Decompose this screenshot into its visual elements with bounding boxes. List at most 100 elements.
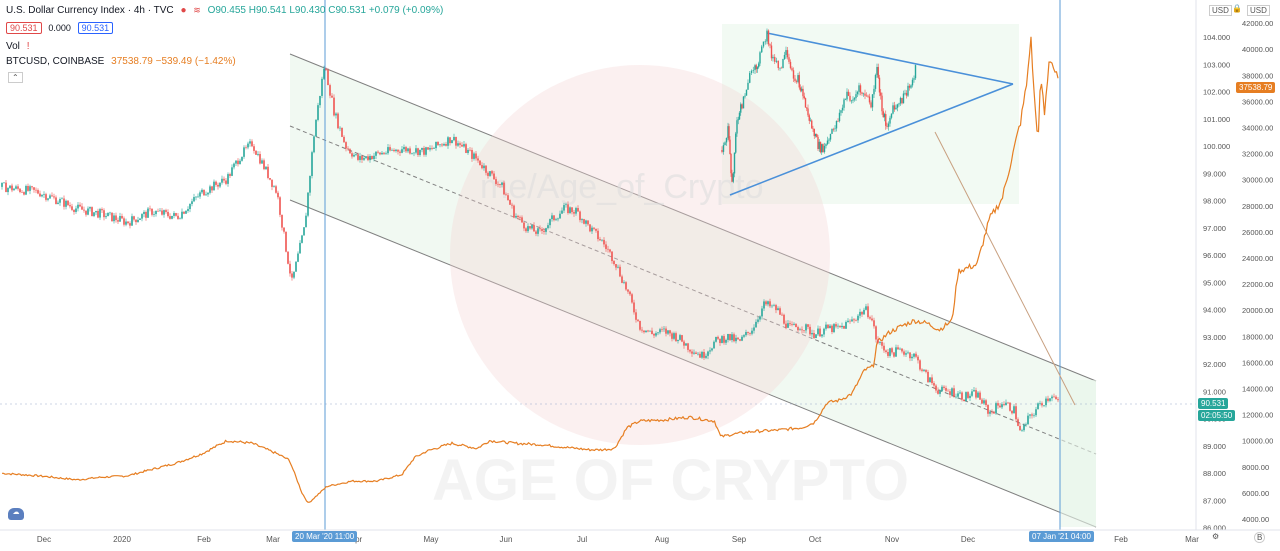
dxy-zoom-candle	[766, 28, 768, 45]
cloud-icon[interactable]: ☁	[8, 508, 24, 520]
dxy-candle	[1051, 394, 1053, 402]
dxy-zoom-candle	[737, 116, 739, 125]
dxy-zoom-candle	[783, 51, 786, 61]
dxy-candle	[337, 112, 339, 130]
dxy-candle	[29, 184, 31, 195]
dxy-candle	[817, 325, 819, 337]
dxy-candle	[777, 306, 779, 311]
bid-box[interactable]: 90.531	[6, 22, 42, 34]
dxy-candle	[187, 206, 189, 213]
dxy-candle	[535, 230, 537, 237]
dxy-candle	[569, 206, 571, 215]
dxy-candle	[513, 204, 515, 219]
dxy-candle	[215, 180, 217, 187]
dxy-candle	[443, 142, 445, 147]
lock-icon[interactable]: 🔒	[1232, 4, 1242, 13]
dxy-zoom-candle	[896, 103, 899, 112]
dxy-candle	[143, 210, 145, 218]
dxy-candle	[801, 326, 803, 334]
dxy-tick-label: 86.000	[1203, 524, 1226, 533]
dxy-tick-label: 94.000	[1203, 306, 1226, 315]
dxy-candle	[967, 391, 969, 400]
dxy-zoom-candle	[735, 131, 737, 154]
dxy-zoom-candle	[837, 118, 839, 122]
dxy-candle	[387, 144, 389, 155]
dxy-candle	[793, 322, 795, 326]
dxy-candle	[617, 264, 619, 269]
dxy-candle	[525, 227, 527, 233]
dxy-candle	[289, 260, 291, 277]
dxy-zoom-candle	[877, 63, 879, 79]
dxy-zoom-candle	[850, 99, 853, 104]
dxy-candle	[435, 141, 437, 151]
dxy-candle	[311, 150, 313, 179]
dxy-candle	[759, 315, 761, 322]
dxy-candle	[851, 316, 853, 322]
dxy-candle	[185, 209, 187, 214]
dxy-candle	[417, 147, 419, 157]
dxy-zoom-candle	[823, 142, 826, 154]
dxy-candle	[987, 404, 989, 417]
dxy-zoom-candle	[756, 66, 759, 73]
dxy-tick-label: 87.000	[1203, 496, 1226, 505]
x-tick-label: Jun	[500, 535, 513, 544]
dxy-candle	[353, 152, 355, 158]
dxy-candle	[287, 251, 289, 265]
dxy-candle	[277, 190, 279, 200]
dxy-candle	[807, 324, 809, 330]
dxy-legend: U.S. Dollar Currency Index · 4h · TVC ● …	[6, 5, 447, 16]
dxy-candle	[619, 264, 621, 278]
currency-right[interactable]: USD	[1247, 5, 1270, 16]
dxy-zoom-candle	[795, 79, 798, 84]
dxy-candle	[657, 331, 659, 336]
dxy-candle	[225, 178, 227, 186]
dxy-candle	[309, 175, 311, 196]
dxy-candle	[669, 329, 671, 337]
dxy-candle	[841, 322, 843, 329]
dxy-candle	[615, 264, 617, 271]
dxy-candle	[13, 187, 15, 191]
dxy-candle	[191, 198, 193, 207]
dxy-candle	[939, 389, 941, 397]
dxy-zoom-candle	[890, 113, 893, 120]
alert-icon[interactable]: !	[26, 41, 30, 52]
dxy-zoom-candle	[859, 83, 862, 96]
dxy-zoom-candle	[843, 97, 845, 111]
scale-mode-icon[interactable]: B	[1254, 532, 1266, 543]
dxy-zoom-candle	[775, 57, 778, 64]
dxy-candle	[557, 217, 559, 222]
dxy-candle	[599, 236, 601, 241]
dxy-zoom-candle	[841, 104, 844, 114]
dxy-candle	[97, 208, 99, 219]
dxy-candle	[665, 326, 667, 337]
dxy-zoom-candle	[813, 128, 815, 139]
ask-box[interactable]: 90.531	[77, 22, 114, 34]
dxy-candle	[703, 349, 705, 361]
dxy-candle	[35, 187, 37, 194]
dxy-candle	[255, 149, 257, 156]
dxy-candle	[319, 95, 321, 108]
dxy-candle	[965, 391, 967, 402]
link-icon[interactable]: ≋	[193, 5, 201, 15]
currency-left[interactable]: USD	[1209, 5, 1232, 16]
collapse-icon[interactable]: ⌃	[8, 72, 23, 83]
dxy-candle	[1007, 401, 1009, 404]
dxy-candle	[369, 154, 371, 163]
dxy-zoom-candle	[870, 100, 872, 109]
dxy-candle	[833, 322, 835, 334]
dxy-zoom-candle	[791, 66, 793, 72]
dxy-candle	[133, 215, 135, 222]
btc-tick-label: 40000.00	[1242, 45, 1273, 54]
dxy-candle	[71, 203, 73, 212]
dxy-tick-label: 89.000	[1203, 442, 1226, 451]
dxy-candle	[971, 388, 973, 398]
dxy-candle	[21, 189, 23, 193]
dxy-candle	[273, 185, 275, 188]
dxy-candle	[871, 315, 873, 322]
dxy-candle	[1039, 400, 1041, 406]
dxy-candle	[1, 182, 3, 190]
dxy-candle	[853, 318, 855, 324]
settings-icon[interactable]: ⚙	[1212, 532, 1220, 541]
dxy-candle	[99, 207, 101, 220]
